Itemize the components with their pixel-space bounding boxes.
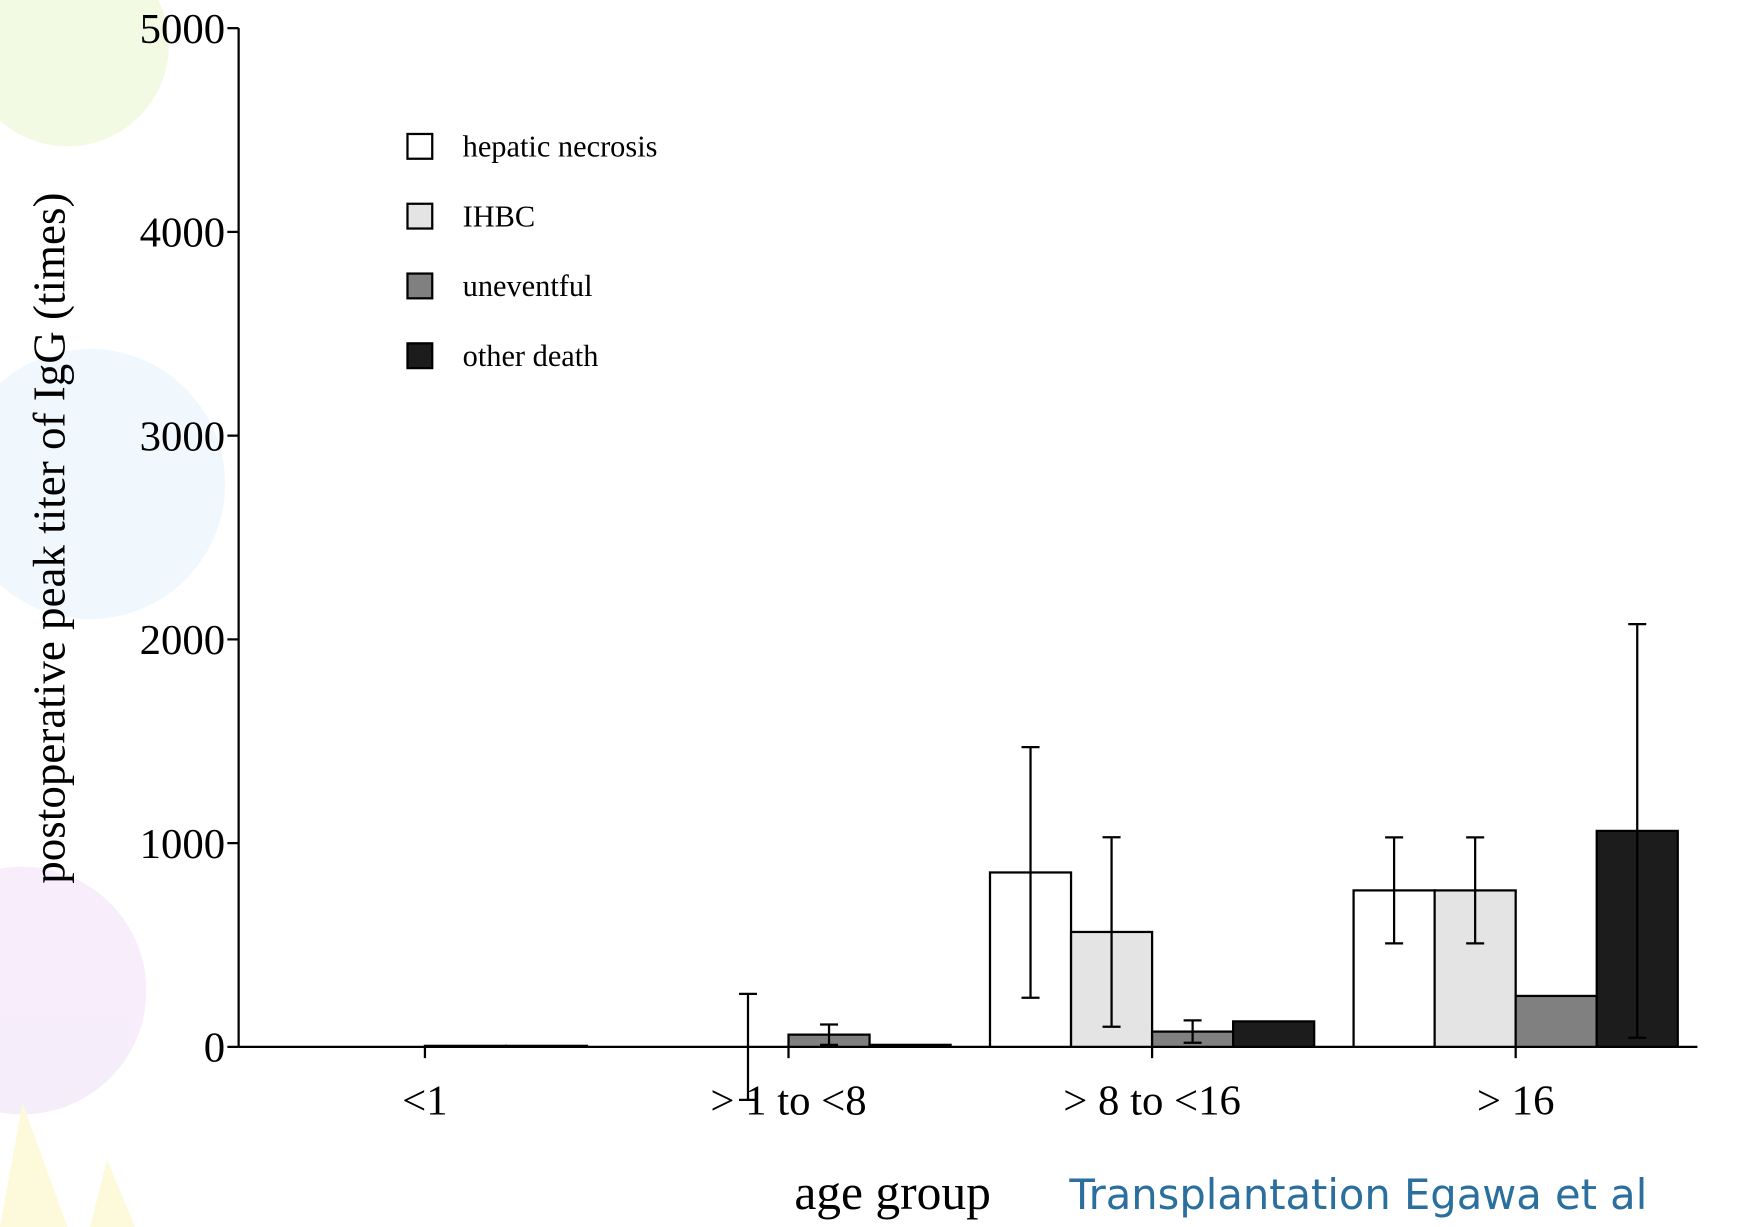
bar (868, 1043, 952, 1048)
legend-swatch (406, 132, 434, 160)
bar (504, 1044, 589, 1048)
x-axis-label: age group (794, 1165, 991, 1220)
legend-swatch (406, 342, 434, 370)
y-tick-label: 1000 (140, 821, 226, 868)
legend-swatch (406, 202, 434, 230)
y-tick-label: 3000 (140, 413, 226, 460)
y-tick-label: 2000 (140, 617, 226, 664)
y-tick-label: 4000 (140, 210, 226, 257)
y-tick-label: 5000 (140, 6, 226, 53)
legend-label: other death (463, 339, 599, 373)
bar (423, 1044, 508, 1048)
bar (1352, 889, 1436, 1048)
x-tick-label: <1 (402, 1077, 448, 1124)
y-tick-label: 0 (204, 1025, 225, 1072)
x-tick-label: > 1 to <8 (710, 1077, 866, 1124)
bar (1514, 994, 1598, 1048)
x-tick-label: > 16 (1477, 1077, 1555, 1124)
x-tick-label: > 8 to <16 (1063, 1077, 1241, 1124)
bar (1232, 1020, 1316, 1048)
annotation: Transplantation Egawa et al (1068, 1170, 1647, 1219)
legend-label: IHBC (463, 199, 536, 233)
legend-label: uneventful (463, 269, 593, 303)
legend-label: hepatic necrosis (463, 129, 658, 163)
y-axis-label: postoperative peak titer of IgG (times) (24, 192, 74, 883)
legend-swatch (406, 272, 434, 300)
